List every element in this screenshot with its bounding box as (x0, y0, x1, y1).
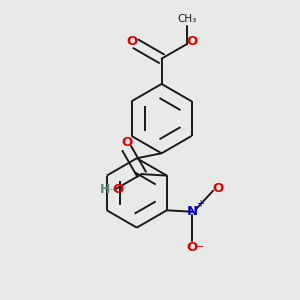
Text: O: O (126, 35, 137, 48)
Text: O: O (187, 241, 198, 254)
Text: O: O (212, 182, 223, 195)
Text: O: O (112, 183, 123, 196)
Text: N: N (187, 205, 198, 218)
Text: O: O (121, 136, 132, 149)
Text: O: O (186, 35, 197, 48)
Text: H: H (100, 183, 110, 196)
Text: +: + (196, 200, 204, 209)
Text: CH₃: CH₃ (178, 14, 197, 24)
Text: −: − (195, 242, 204, 252)
Text: ·: · (110, 184, 114, 195)
